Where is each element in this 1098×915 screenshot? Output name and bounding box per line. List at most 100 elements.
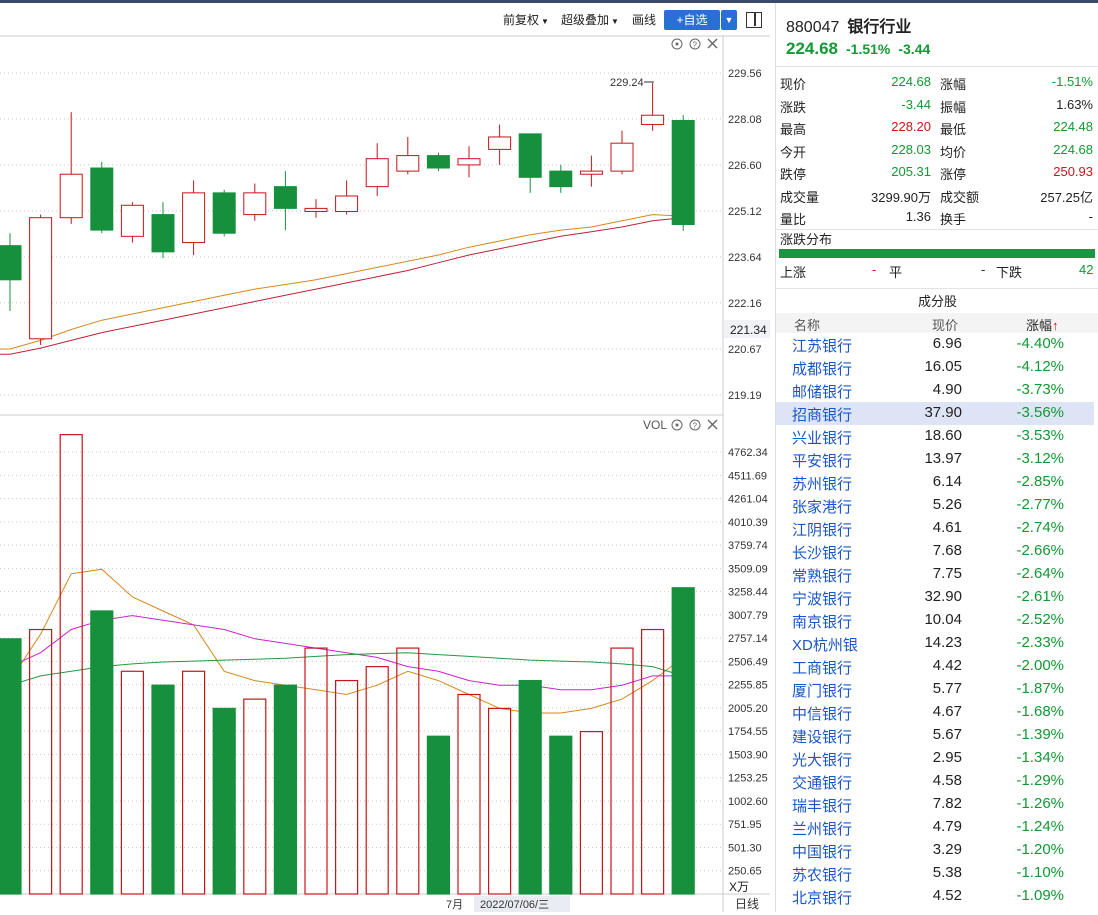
col-price-header[interactable]: 现价 [932, 318, 959, 333]
constituent-row[interactable]: 交通银行 4.58 -1.29% [776, 770, 1094, 793]
volume-tick-label: 4511.69 [728, 470, 767, 482]
overlay-dropdown[interactable]: 超级叠加 ▼ [561, 11, 619, 28]
constituent-name[interactable]: 招商银行 [792, 407, 853, 424]
constituent-row[interactable]: 张家港行 5.26 -2.77% [776, 494, 1094, 517]
volume-tick-label: 250.65 [728, 866, 762, 878]
constituent-price: 37.90 [924, 404, 962, 421]
constituent-row[interactable]: 中信银行 4.67 -1.68% [776, 701, 1094, 724]
constituent-row[interactable]: 厦门银行 5.77 -1.87% [776, 678, 1094, 701]
volume-tick-label: 3759.74 [728, 540, 768, 552]
constituent-row[interactable]: 宁波银行 32.90 -2.61% [776, 586, 1094, 609]
volume-bar [90, 610, 114, 895]
constituent-row[interactable]: 苏州银行 6.14 -2.85% [776, 471, 1094, 494]
constituent-name[interactable]: 厦门银行 [792, 683, 853, 700]
constituent-name[interactable]: 邮储银行 [792, 384, 853, 401]
constituent-name[interactable]: 常熟银行 [792, 568, 853, 585]
constituent-row[interactable]: 江阴银行 4.61 -2.74% [776, 517, 1094, 540]
constituent-name[interactable]: 成都银行 [792, 361, 853, 378]
main-pane-controls[interactable]: ? [671, 38, 718, 50]
constituent-name[interactable]: 江阴银行 [792, 522, 853, 539]
constituent-row[interactable]: 工商银行 4.42 -2.00% [776, 655, 1094, 678]
constituent-name[interactable]: 南京银行 [792, 614, 853, 631]
constituent-row[interactable]: 光大银行 2.95 -1.34% [776, 747, 1094, 770]
quote-value: 228.03 [891, 141, 931, 157]
volume-bar [457, 693, 481, 895]
constituent-name[interactable]: 苏农银行 [792, 867, 853, 884]
constituent-row[interactable]: 长沙银行 7.68 -2.66% [776, 540, 1094, 563]
constituent-name[interactable]: 宁波银行 [792, 591, 853, 608]
constituent-change: -4.12% [1016, 358, 1064, 375]
constituent-change: -1.39% [1016, 726, 1064, 743]
candle-body [59, 173, 83, 219]
constituent-row[interactable]: 成都银行 16.05 -4.12% [776, 356, 1094, 379]
candle [212, 189, 236, 237]
constituent-name[interactable]: 工商银行 [792, 660, 853, 677]
constituent-name[interactable]: 北京银行 [792, 890, 853, 907]
volume-tick-label: 2255.85 [728, 680, 768, 692]
constituent-row[interactable]: 建设银行 5.67 -1.39% [776, 724, 1094, 747]
volume-bar [59, 434, 83, 895]
constituent-name[interactable]: 光大银行 [792, 752, 853, 769]
quote-label: 涨停 [940, 167, 967, 182]
constituent-name[interactable]: 长沙银行 [792, 545, 853, 562]
constituent-name[interactable]: 瑞丰银行 [792, 798, 853, 815]
candle [59, 112, 83, 224]
constituent-name[interactable]: 建设银行 [792, 729, 853, 746]
constituent-name[interactable]: 张家港行 [792, 499, 853, 516]
constituent-row[interactable]: 中国银行 3.29 -1.20% [776, 839, 1094, 862]
constituent-row[interactable]: 兰州银行 4.79 -1.24% [776, 816, 1094, 839]
candle-body [518, 133, 542, 178]
draw-line-button[interactable]: 画线 [632, 13, 657, 27]
down-label: 下跌 [996, 265, 1023, 280]
constituent-name[interactable]: 苏州银行 [792, 476, 853, 493]
add-favorite-dropdown-icon[interactable]: ▼ [721, 10, 737, 30]
candle-body [151, 214, 175, 253]
help-icon [689, 38, 701, 50]
kline-chart[interactable]: 229.56 228.08 226.60 225.12 223.64 222.16 220.… [0, 3, 770, 912]
distribution-title: 涨跌分布 [780, 232, 833, 247]
price-summary: 224.68 -1.51% -3.44 [786, 39, 930, 59]
close-icon [707, 38, 718, 49]
adjust-dropdown[interactable]: 前复权 ▼ [503, 11, 549, 28]
volume-tick-label: 3509.09 [728, 563, 768, 575]
add-favorite-button[interactable]: +自选 [664, 10, 720, 30]
quote-value: 250.93 [1053, 164, 1093, 179]
constituent-name[interactable]: 兴业银行 [792, 430, 853, 447]
candle [335, 180, 359, 215]
constituent-name[interactable]: 交通银行 [792, 775, 853, 792]
constituent-row[interactable]: 南京银行 10.04 -2.52% [776, 609, 1094, 632]
constituent-row[interactable]: 苏农银行 5.38 -1.10% [776, 862, 1094, 885]
constituent-row[interactable]: 平安银行 13.97 -3.12% [776, 448, 1094, 471]
constituent-change: -2.52% [1016, 611, 1064, 628]
constituent-row[interactable]: XD杭州银 14.23 -2.33% [776, 632, 1094, 655]
constituent-name[interactable]: 中国银行 [792, 844, 853, 861]
constituent-row[interactable]: 常熟银行 7.75 -2.64% [776, 563, 1094, 586]
constituent-row[interactable]: 北京银行 4.52 -1.09% [776, 885, 1094, 908]
constituent-name[interactable]: 平安银行 [792, 453, 853, 470]
col-change-label: 涨幅 [1026, 318, 1053, 333]
constituent-name[interactable]: 兰州银行 [792, 821, 853, 838]
constituent-price: 4.79 [932, 818, 962, 835]
candle [304, 199, 328, 218]
volume-bar [640, 628, 665, 895]
constituent-row[interactable]: 邮储银行 4.90 -3.73% [776, 379, 1094, 402]
candle-body [29, 217, 53, 340]
constituent-change: -2.85% [1016, 473, 1064, 490]
constituent-name[interactable]: 中信银行 [792, 706, 853, 723]
constituent-row[interactable]: 招商银行 37.90 -3.56% [776, 402, 1094, 425]
constituent-row[interactable]: 瑞丰银行 7.82 -1.26% [776, 793, 1094, 816]
volume-bars [0, 434, 695, 895]
constituent-change: -1.09% [1016, 887, 1064, 904]
help-icon [689, 419, 701, 431]
chart-area[interactable]: 229.56 228.08 226.60 225.12 223.64 222.16 220.… [0, 3, 770, 912]
col-name-header[interactable]: 名称 [794, 318, 821, 333]
constituent-name[interactable]: 江苏银行 [792, 338, 853, 355]
constituent-row[interactable]: 江苏银行 6.96 -4.40% [776, 333, 1094, 356]
constituent-name[interactable]: XD杭州银 [792, 637, 858, 654]
period-label[interactable]: 日线 [735, 897, 759, 911]
candle-body [396, 155, 420, 172]
constituent-row[interactable]: 兴业银行 18.60 -3.53% [776, 425, 1094, 448]
vol-pane-controls[interactable]: ? [671, 419, 718, 431]
panel-toggle-icon[interactable] [746, 12, 762, 28]
col-change-header[interactable]: 涨幅↑ [1026, 315, 1059, 334]
